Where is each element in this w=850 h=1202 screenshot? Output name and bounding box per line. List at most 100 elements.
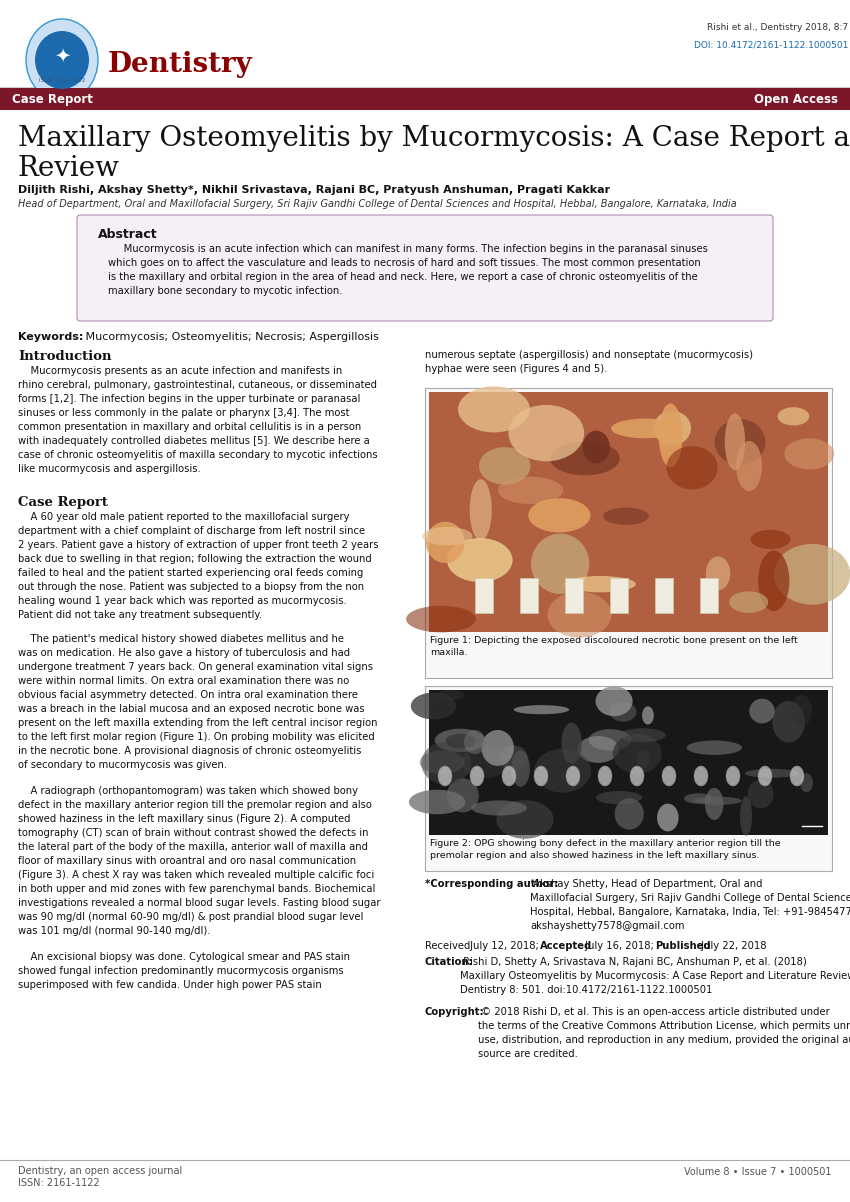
Text: Open Access: Open Access (754, 93, 838, 106)
Bar (565, 578, 583, 613)
Ellipse shape (659, 404, 683, 466)
Ellipse shape (26, 19, 98, 101)
Ellipse shape (498, 477, 564, 504)
Text: ✦: ✦ (54, 47, 71, 65)
Ellipse shape (445, 733, 476, 748)
Ellipse shape (562, 722, 581, 763)
Ellipse shape (773, 701, 805, 743)
Ellipse shape (411, 692, 456, 720)
Ellipse shape (564, 576, 636, 593)
Bar (700, 578, 718, 613)
Bar (655, 578, 673, 613)
Ellipse shape (729, 591, 768, 613)
Text: Keywords:: Keywords: (18, 332, 83, 343)
Ellipse shape (778, 407, 809, 426)
Ellipse shape (582, 430, 609, 464)
Ellipse shape (508, 405, 584, 462)
Text: Received: Received (425, 941, 470, 951)
Ellipse shape (740, 796, 752, 835)
Ellipse shape (513, 706, 570, 714)
Bar (0, 88, 850, 111)
Ellipse shape (758, 551, 790, 611)
Ellipse shape (637, 750, 650, 768)
Ellipse shape (566, 766, 580, 786)
Ellipse shape (751, 530, 790, 549)
Ellipse shape (481, 730, 514, 766)
Text: © 2018 Rishi D, et al. This is an open-access article distributed under
the term: © 2018 Rishi D, et al. This is an open-a… (478, 1007, 850, 1059)
Text: Volume 8 • Issue 7 • 1000501: Volume 8 • Issue 7 • 1000501 (684, 1167, 832, 1177)
Ellipse shape (598, 766, 612, 786)
Ellipse shape (619, 728, 666, 742)
Ellipse shape (642, 707, 654, 725)
Bar (475, 578, 493, 613)
Text: Mucormycosis presents as an acute infection and manifests in
rhino cerebral, pul: Mucormycosis presents as an acute infect… (18, 365, 377, 474)
Text: July 16, 2018;: July 16, 2018; (582, 941, 657, 951)
Ellipse shape (422, 742, 471, 785)
Bar (425, 686, 832, 871)
Ellipse shape (462, 746, 509, 778)
Text: July 22, 2018: July 22, 2018 (698, 941, 767, 951)
Ellipse shape (409, 790, 465, 814)
Ellipse shape (790, 766, 804, 786)
Ellipse shape (496, 801, 553, 839)
Text: Accepted: Accepted (540, 941, 592, 951)
Text: *Corresponding author:: *Corresponding author: (425, 879, 558, 889)
Text: Maxillary Osteomyelitis by Mucormycosis: A Case Report and Literature: Maxillary Osteomyelitis by Mucormycosis:… (18, 125, 850, 151)
Ellipse shape (684, 793, 713, 804)
Text: Mucormycosis; Osteomyelitis; Necrosis; Aspergillosis: Mucormycosis; Osteomyelitis; Necrosis; A… (82, 332, 379, 343)
Text: Review: Review (18, 155, 120, 182)
Text: Rishi et al., Dentistry 2018, 8:7: Rishi et al., Dentistry 2018, 8:7 (707, 24, 848, 32)
Text: DOI: 10.4172/2161-1122.1000501: DOI: 10.4172/2161-1122.1000501 (694, 41, 848, 49)
Ellipse shape (436, 690, 465, 701)
Text: July 12, 2018;: July 12, 2018; (467, 941, 542, 951)
Ellipse shape (479, 447, 530, 484)
Text: Case Report: Case Report (18, 496, 108, 508)
Ellipse shape (596, 686, 632, 716)
Bar (520, 578, 538, 613)
Ellipse shape (596, 791, 642, 804)
Ellipse shape (589, 730, 632, 750)
Ellipse shape (529, 499, 591, 532)
Text: Dentistry: Dentistry (48, 36, 76, 41)
Ellipse shape (35, 31, 89, 89)
Text: Abstract: Abstract (98, 228, 157, 240)
Ellipse shape (725, 413, 745, 470)
Text: Published: Published (655, 941, 711, 951)
Ellipse shape (470, 766, 484, 786)
Text: ISSN: 2161-1122: ISSN: 2161-1122 (39, 77, 85, 83)
Ellipse shape (447, 779, 479, 813)
Text: Head of Department, Oral and Maxillofacial Surgery, Sri Rajiv Gandhi College of : Head of Department, Oral and Maxillofaci… (18, 200, 737, 209)
Text: A 60 year old male patient reported to the maxillofacial surgery
department with: A 60 year old male patient reported to t… (18, 512, 378, 620)
Ellipse shape (577, 736, 619, 763)
Ellipse shape (630, 766, 644, 786)
Text: A radiograph (orthopantomogram) was taken which showed bony
defect in the maxill: A radiograph (orthopantomogram) was take… (18, 786, 381, 936)
Ellipse shape (774, 545, 850, 605)
Ellipse shape (422, 526, 473, 546)
Ellipse shape (745, 769, 798, 778)
Ellipse shape (694, 797, 742, 805)
FancyBboxPatch shape (77, 215, 773, 321)
Ellipse shape (512, 751, 530, 787)
Text: Mucormycosis is an acute infection which can manifest in many forms. The infecti: Mucormycosis is an acute infection which… (108, 244, 708, 296)
Ellipse shape (406, 606, 476, 632)
Bar (610, 578, 628, 613)
Ellipse shape (470, 480, 492, 541)
Ellipse shape (534, 749, 591, 792)
Ellipse shape (666, 446, 717, 489)
Text: Figure 2: OPG showing bony defect in the maxillary anterior region till the
prem: Figure 2: OPG showing bony defect in the… (430, 839, 780, 859)
Text: Case Report: Case Report (12, 93, 93, 106)
Ellipse shape (547, 591, 611, 637)
Ellipse shape (472, 801, 527, 815)
Bar (429, 690, 828, 835)
Ellipse shape (785, 439, 834, 470)
Text: The patient's medical history showed diabetes mellitus and he
was on medication.: The patient's medical history showed dia… (18, 633, 377, 770)
Ellipse shape (750, 698, 774, 724)
Text: numerous septate (aspergillosis) and nonseptate (mucormycosis)
hyphae were seen : numerous septate (aspergillosis) and non… (425, 350, 753, 374)
Text: Dentistry: Dentistry (108, 52, 252, 78)
Ellipse shape (434, 728, 485, 752)
Ellipse shape (615, 798, 643, 829)
Ellipse shape (694, 766, 708, 786)
Text: Figure 1: Depicting the exposed discoloured necrotic bone present on the left
ma: Figure 1: Depicting the exposed discolou… (430, 636, 798, 656)
Ellipse shape (499, 745, 527, 770)
Ellipse shape (426, 522, 465, 563)
